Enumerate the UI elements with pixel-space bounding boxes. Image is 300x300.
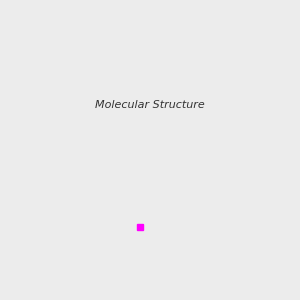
Text: Molecular Structure: Molecular Structure: [95, 100, 205, 110]
